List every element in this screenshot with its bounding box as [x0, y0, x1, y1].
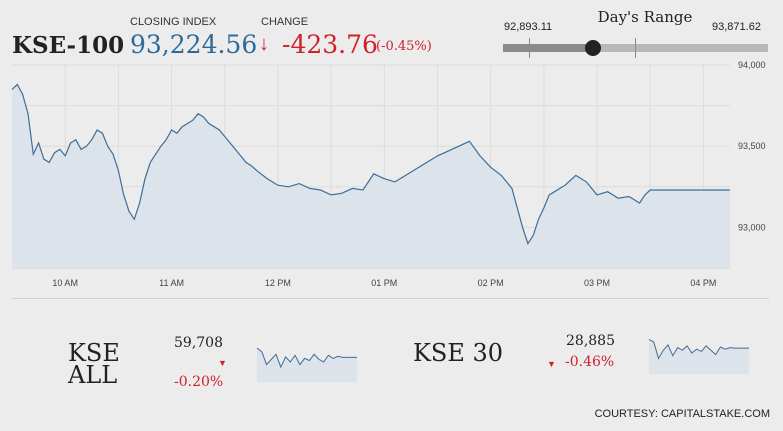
closing-index-value: 93,224.56	[130, 30, 258, 59]
mini-chart-kse-30	[648, 338, 749, 374]
days-range-fill	[503, 44, 593, 52]
change-percent: (-0.45%)	[376, 39, 432, 54]
mini-chart-line	[256, 347, 357, 369]
mini-chart-area	[649, 339, 749, 374]
x-tick-label: 03 PM	[584, 278, 610, 288]
x-tick-label: 12 PM	[265, 278, 291, 288]
courtesy-credit: COURTESY: CAPITALSTAKE.COM	[594, 408, 770, 420]
mini-chart-line	[648, 338, 749, 360]
days-range-low: 92,893.11	[504, 21, 553, 33]
days-range-tick	[635, 38, 636, 58]
x-tick-label: 10 AM	[52, 278, 78, 288]
change-value: -423.76	[282, 30, 378, 59]
days-range-tick	[529, 38, 530, 58]
mini-chart-kse-all	[256, 347, 357, 382]
chart-area-fill	[12, 84, 730, 268]
days-range-title: Day's Range	[597, 8, 693, 26]
mini-index-change: -0.46%	[565, 354, 615, 370]
days-range-knob[interactable]	[584, 40, 601, 56]
x-tick-label: 11 AM	[159, 278, 184, 288]
y-tick-label: 93,000	[738, 222, 766, 232]
x-tick-label: 01 PM	[371, 278, 397, 288]
days-range-high: 93,871.62	[712, 21, 761, 33]
mini-index-name: KSE 30	[413, 339, 504, 367]
down-triangle-icon: ▼	[547, 359, 556, 369]
y-tick-label: 93,500	[738, 141, 766, 151]
change-label: CHANGE	[261, 16, 309, 28]
y-tick-label: 94,000	[738, 60, 766, 70]
intraday-chart: 10 AM 11 AM 12 PM 01 PM 02 PM 03 PM 04 PM 94,0…	[11, 60, 766, 288]
index-name: KSE-100	[12, 32, 125, 59]
closing-index-label: CLOSING INDEX	[130, 16, 217, 28]
x-tick-label: 04 PM	[690, 278, 716, 288]
down-triangle-icon: ▼	[218, 358, 227, 368]
mini-index-value: 28,885	[566, 333, 615, 349]
mini-index-change: -0.20%	[174, 374, 224, 390]
section-divider	[12, 298, 769, 299]
x-tick-label: 02 PM	[478, 278, 504, 288]
down-arrow-icon: ↓	[259, 33, 269, 55]
mini-chart-area	[257, 348, 357, 382]
chart-line	[11, 83, 730, 245]
x-axis-ticks: 10 AM 11 AM 12 PM 01 PM 02 PM 03 PM 04 PM	[52, 278, 716, 288]
y-axis-ticks: 94,000 93,500 93,000	[738, 60, 766, 232]
mini-index-value: 59,708	[174, 335, 223, 351]
mini-index-name: KSE ALL	[68, 339, 120, 389]
